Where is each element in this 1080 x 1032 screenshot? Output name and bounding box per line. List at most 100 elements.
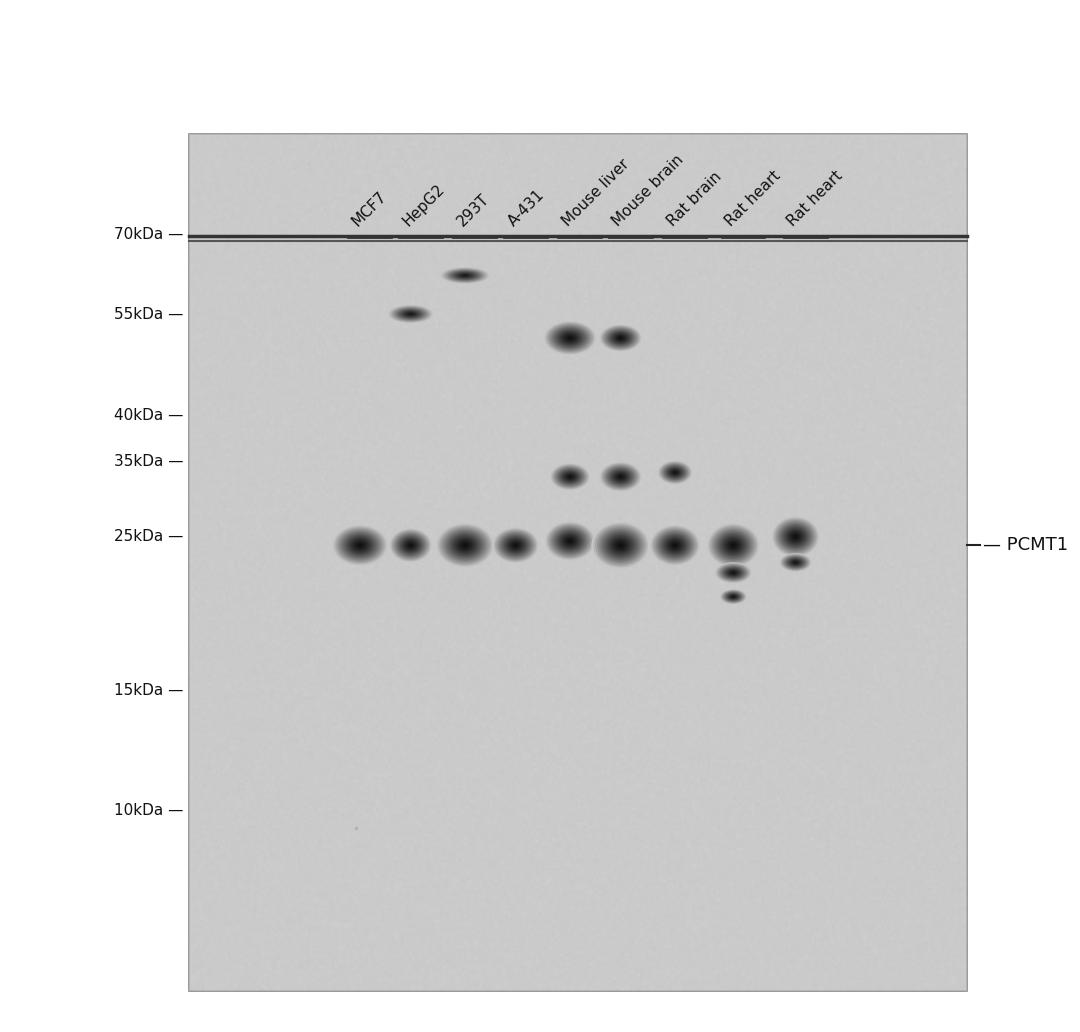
Ellipse shape <box>665 465 685 479</box>
Ellipse shape <box>559 470 580 484</box>
Text: 293T: 293T <box>455 191 492 229</box>
Ellipse shape <box>731 595 735 599</box>
Text: Mouse brain: Mouse brain <box>610 152 687 229</box>
Ellipse shape <box>606 328 635 348</box>
Ellipse shape <box>337 528 382 562</box>
Ellipse shape <box>449 270 481 281</box>
Text: 40kDa —: 40kDa — <box>114 408 184 423</box>
Ellipse shape <box>619 544 622 547</box>
Ellipse shape <box>659 461 691 484</box>
Ellipse shape <box>724 591 743 602</box>
Ellipse shape <box>565 474 575 480</box>
Ellipse shape <box>662 463 688 482</box>
Ellipse shape <box>670 469 680 476</box>
Ellipse shape <box>546 323 593 353</box>
Ellipse shape <box>730 543 737 548</box>
Ellipse shape <box>716 562 751 583</box>
Ellipse shape <box>408 313 414 315</box>
Ellipse shape <box>391 529 431 561</box>
Ellipse shape <box>728 541 739 549</box>
Ellipse shape <box>715 530 752 560</box>
Ellipse shape <box>718 565 748 581</box>
Ellipse shape <box>450 535 480 556</box>
Ellipse shape <box>495 529 536 561</box>
Ellipse shape <box>711 526 756 565</box>
Ellipse shape <box>568 337 571 340</box>
Ellipse shape <box>351 539 368 552</box>
Ellipse shape <box>342 533 378 558</box>
Ellipse shape <box>730 571 737 575</box>
Text: 70kDa —: 70kDa — <box>114 227 184 241</box>
Ellipse shape <box>723 567 744 579</box>
Text: 15kDa —: 15kDa — <box>114 683 184 699</box>
Ellipse shape <box>554 327 586 349</box>
Ellipse shape <box>454 537 476 553</box>
Ellipse shape <box>659 533 691 558</box>
Ellipse shape <box>775 520 815 553</box>
Ellipse shape <box>658 460 692 484</box>
Ellipse shape <box>650 524 700 566</box>
Ellipse shape <box>437 524 492 567</box>
Ellipse shape <box>782 555 809 570</box>
Ellipse shape <box>552 326 589 350</box>
Ellipse shape <box>555 466 585 487</box>
Ellipse shape <box>665 538 685 553</box>
Ellipse shape <box>557 531 583 551</box>
Ellipse shape <box>605 465 636 488</box>
Ellipse shape <box>389 528 432 562</box>
Ellipse shape <box>453 271 477 280</box>
Ellipse shape <box>724 591 743 603</box>
Ellipse shape <box>393 531 428 559</box>
Ellipse shape <box>457 272 473 279</box>
Ellipse shape <box>673 471 677 474</box>
Ellipse shape <box>791 559 800 566</box>
Ellipse shape <box>783 526 808 547</box>
Ellipse shape <box>720 589 746 604</box>
Ellipse shape <box>388 304 434 323</box>
Ellipse shape <box>595 524 646 566</box>
Ellipse shape <box>440 526 490 565</box>
Ellipse shape <box>789 531 801 542</box>
Ellipse shape <box>674 472 676 474</box>
Ellipse shape <box>561 331 580 345</box>
Ellipse shape <box>548 524 592 558</box>
Ellipse shape <box>459 273 471 278</box>
Ellipse shape <box>550 325 590 351</box>
Ellipse shape <box>551 464 589 489</box>
Ellipse shape <box>717 531 750 559</box>
Ellipse shape <box>397 309 423 319</box>
Ellipse shape <box>795 561 797 563</box>
Ellipse shape <box>718 533 748 558</box>
Text: Rat brain: Rat brain <box>664 169 725 229</box>
Ellipse shape <box>350 538 370 553</box>
Ellipse shape <box>500 533 531 557</box>
Ellipse shape <box>619 476 622 478</box>
Ellipse shape <box>565 334 575 342</box>
Ellipse shape <box>617 474 624 480</box>
Ellipse shape <box>557 329 583 347</box>
Ellipse shape <box>613 472 627 482</box>
Ellipse shape <box>721 566 745 579</box>
Ellipse shape <box>610 331 631 345</box>
Ellipse shape <box>443 268 487 283</box>
Ellipse shape <box>401 310 421 318</box>
Ellipse shape <box>463 544 467 547</box>
Ellipse shape <box>617 335 624 341</box>
Ellipse shape <box>544 521 595 560</box>
Ellipse shape <box>445 268 486 283</box>
Ellipse shape <box>561 534 580 548</box>
Ellipse shape <box>505 538 526 553</box>
Ellipse shape <box>394 533 427 558</box>
Ellipse shape <box>660 462 690 483</box>
Ellipse shape <box>399 536 422 555</box>
Ellipse shape <box>725 539 742 552</box>
Ellipse shape <box>661 462 689 482</box>
Ellipse shape <box>724 568 743 578</box>
Bar <box>189 134 967 991</box>
Ellipse shape <box>345 534 376 557</box>
Ellipse shape <box>715 562 752 583</box>
Ellipse shape <box>720 566 746 580</box>
Ellipse shape <box>558 330 582 346</box>
Ellipse shape <box>782 525 809 548</box>
Ellipse shape <box>618 336 623 340</box>
